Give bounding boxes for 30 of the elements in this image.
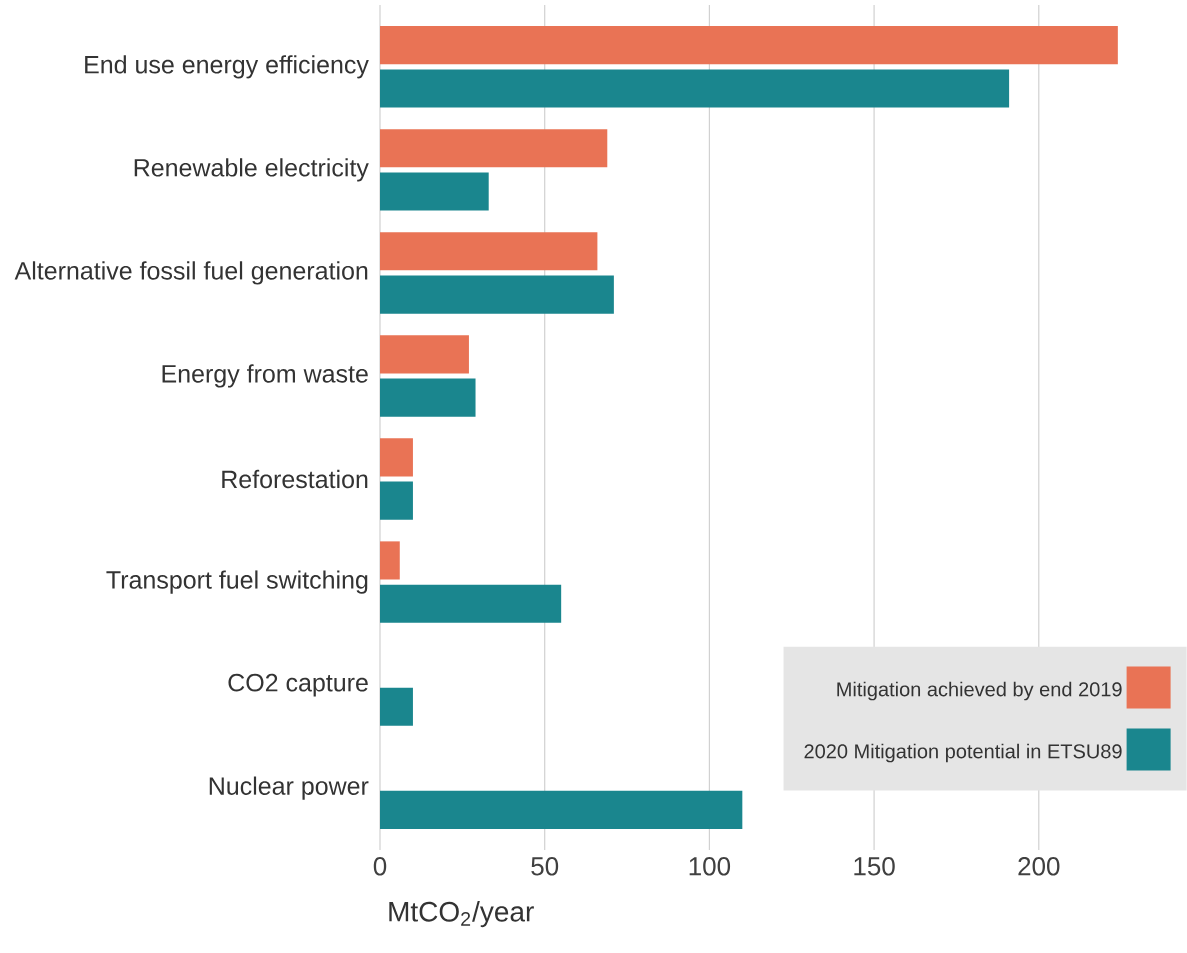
x-tick-label: 100: [689, 857, 731, 876]
bar: [380, 790, 743, 829]
x-tick-label: 0: [373, 857, 387, 876]
bar: [380, 335, 469, 374]
legend-label: 2020 Mitigation potential in ETSU89: [804, 743, 1122, 763]
y-tick-label: Energy from waste: [162, 364, 368, 388]
y-tick-label: Alternative fossil fuel generation: [14, 261, 368, 285]
bar: [380, 69, 1010, 108]
bar: [380, 687, 413, 726]
x-tick-label: 150: [854, 857, 895, 876]
bar: [380, 378, 476, 417]
bar: [380, 541, 400, 580]
y-tick-label: Nuclear power: [209, 776, 369, 800]
bar: [380, 584, 562, 623]
bar: [380, 275, 614, 314]
y-tick-label: Reforestation: [222, 469, 368, 489]
x-tick-label: 50: [531, 857, 559, 876]
bar: [380, 26, 1118, 65]
legend-label: Mitigation achieved by end 2019: [837, 681, 1122, 701]
y-tick-label: End use energy efficiency: [85, 55, 369, 79]
y-tick-label: Renewable electricity: [134, 158, 369, 182]
bar: [380, 232, 598, 271]
x-axis-title: MtCO$_{2}$/year: [389, 901, 534, 928]
y-tick-label: Transport fuel switching: [106, 570, 368, 594]
bar: [380, 129, 608, 168]
x-tick-label: 200: [1018, 857, 1060, 876]
bar: [380, 172, 489, 211]
bar: [380, 481, 413, 520]
y-tick-label: CO2 capture: [228, 673, 368, 697]
bar: [380, 438, 413, 477]
